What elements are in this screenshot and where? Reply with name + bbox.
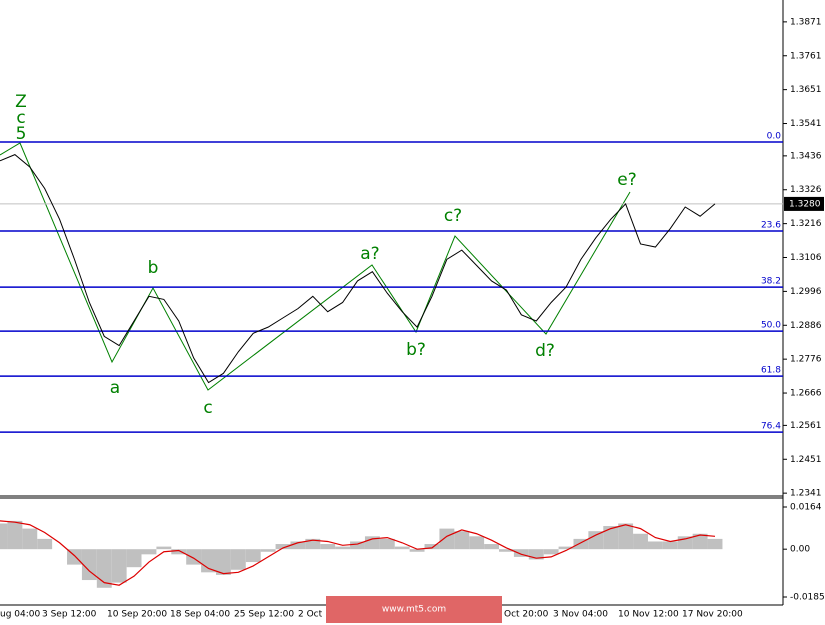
current-price-label: 1.3280 bbox=[789, 199, 821, 209]
wave-label: e? bbox=[617, 170, 636, 190]
time-label: 10 Sep 20:00 bbox=[107, 610, 167, 620]
watermark-box bbox=[326, 596, 502, 623]
osc-bar bbox=[588, 531, 604, 550]
y-tick-label: 1.3106 bbox=[790, 253, 822, 263]
osc-bar bbox=[469, 536, 485, 550]
osc-bar bbox=[350, 541, 365, 550]
time-label: 3 Sep 12:00 bbox=[42, 610, 97, 620]
osc-bar bbox=[573, 538, 589, 550]
osc-bar bbox=[528, 549, 544, 560]
osc-bar bbox=[543, 549, 559, 555]
wave-label: a bbox=[110, 378, 120, 398]
osc-bar bbox=[290, 541, 306, 550]
osc-bar bbox=[439, 528, 455, 550]
osc-bar bbox=[275, 544, 291, 550]
fib-label: 50.0 bbox=[761, 321, 781, 331]
osc-bar bbox=[633, 533, 648, 550]
y-tick-label: 1.2666 bbox=[790, 389, 822, 399]
osc-bar bbox=[603, 526, 619, 550]
osc-bar bbox=[0, 523, 8, 550]
osc-bar bbox=[647, 541, 663, 550]
y-tick-label: 1.2341 bbox=[790, 489, 822, 499]
signal-line bbox=[0, 520, 716, 586]
wave-label: c bbox=[16, 108, 25, 128]
time-label: 10 Nov 12:00 bbox=[618, 610, 679, 620]
wave-zigzag bbox=[0, 142, 631, 391]
wave-label: b? bbox=[406, 340, 426, 360]
osc-tick-label: -0.01859 bbox=[790, 593, 825, 603]
osc-bar bbox=[141, 549, 157, 555]
osc-bar bbox=[245, 549, 261, 563]
osc-tick-label: 0.0164 bbox=[790, 503, 822, 513]
y-tick-label: 1.2996 bbox=[790, 287, 822, 297]
price-line bbox=[0, 154, 716, 384]
osc-bar bbox=[81, 549, 97, 581]
osc-bar bbox=[230, 549, 246, 570]
wave-label: Z bbox=[15, 92, 27, 112]
osc-bar bbox=[424, 544, 440, 550]
osc-bar bbox=[260, 549, 276, 552]
fib-label: 76.4 bbox=[761, 422, 781, 432]
current-price-box bbox=[784, 196, 824, 211]
osc-bar bbox=[379, 538, 395, 550]
y-tick-label: 1.3761 bbox=[790, 51, 822, 61]
y-tick-label: 1.3326 bbox=[790, 185, 822, 195]
osc-bar bbox=[692, 533, 708, 550]
osc-bar bbox=[305, 538, 321, 550]
osc-bar bbox=[558, 546, 574, 550]
time-label: Oct 20:00 bbox=[504, 610, 549, 620]
y-tick-label: 1.3216 bbox=[790, 219, 822, 229]
fib-label: 23.6 bbox=[761, 221, 781, 231]
osc-bar bbox=[156, 546, 172, 550]
time-label: 17 Nov 20:00 bbox=[682, 610, 743, 620]
y-tick-label: 1.3651 bbox=[790, 85, 822, 95]
y-tick-label: 1.3436 bbox=[790, 151, 822, 161]
time-label: 18 Sep 04:00 bbox=[170, 610, 230, 620]
osc-bar bbox=[484, 544, 500, 550]
osc-bar bbox=[394, 546, 410, 550]
time-label: 2 Oct bbox=[298, 610, 323, 620]
osc-bar bbox=[513, 549, 529, 557]
fib-label: 61.8 bbox=[761, 366, 781, 376]
osc-bar bbox=[215, 549, 231, 575]
wave-label: d? bbox=[535, 341, 555, 361]
osc-bar bbox=[22, 528, 38, 550]
time-label: ug 04:00 bbox=[0, 610, 40, 620]
osc-bar bbox=[364, 536, 380, 550]
osc-bar bbox=[499, 549, 514, 552]
osc-bar bbox=[171, 549, 187, 555]
osc-bar bbox=[454, 531, 470, 550]
wave-label: c bbox=[203, 398, 212, 418]
fib-label: 38.2 bbox=[761, 277, 781, 287]
osc-bar bbox=[111, 549, 127, 583]
wave-label: 5 bbox=[16, 124, 27, 144]
osc-bar bbox=[662, 541, 678, 550]
osc-bar bbox=[96, 549, 112, 588]
watermark: www.mt5.com bbox=[382, 605, 446, 615]
wave-label: c? bbox=[444, 206, 462, 226]
time-label: 3 Nov 04:00 bbox=[553, 610, 608, 620]
wave-label: a? bbox=[360, 244, 379, 264]
wave-label: b bbox=[148, 258, 159, 278]
y-tick-label: 1.2561 bbox=[790, 421, 822, 431]
osc-bar bbox=[618, 523, 634, 550]
osc-bar bbox=[335, 546, 351, 550]
osc-bar bbox=[677, 536, 693, 550]
y-tick-label: 1.2451 bbox=[790, 455, 822, 465]
time-label: 25 Sep 12:00 bbox=[234, 610, 294, 620]
osc-bar bbox=[7, 520, 23, 550]
y-tick-label: 1.3541 bbox=[790, 119, 822, 129]
fib-label: 0.0 bbox=[767, 132, 782, 142]
y-tick-label: 1.2776 bbox=[790, 355, 822, 365]
y-tick-label: 1.2886 bbox=[790, 321, 822, 331]
osc-bar bbox=[707, 538, 723, 550]
osc-bar bbox=[37, 538, 53, 550]
y-tick-label: 1.3871 bbox=[790, 17, 822, 27]
osc-bar bbox=[126, 549, 142, 568]
osc-tick-label: 0.00 bbox=[790, 545, 810, 555]
osc-bar bbox=[409, 549, 425, 552]
osc-bar bbox=[320, 544, 336, 550]
